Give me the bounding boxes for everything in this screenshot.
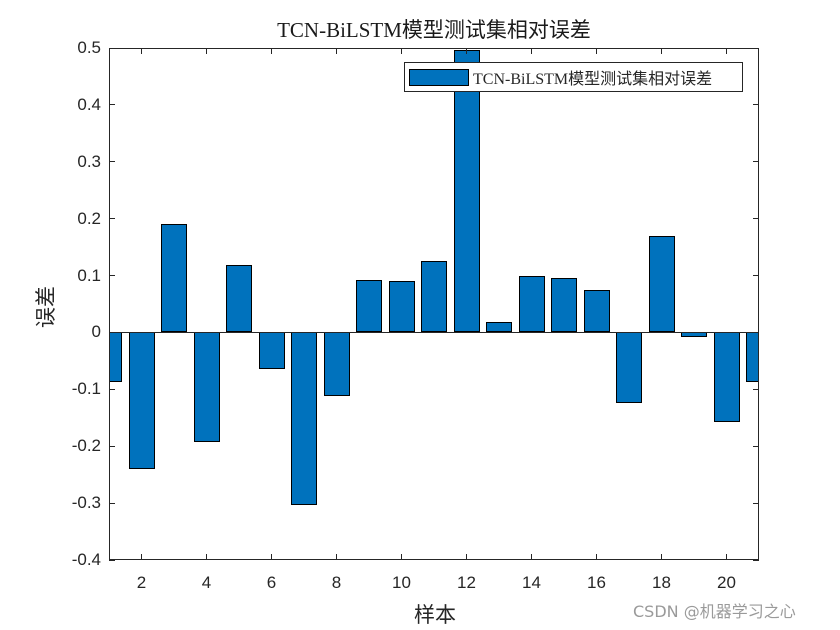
bar-sample-4 xyxy=(193,332,220,443)
y-tick-mark-right xyxy=(753,218,759,220)
chart-title: TCN-BiLSTM模型测试集相对误差 xyxy=(277,18,591,42)
x-axis-label: 样本 xyxy=(414,603,456,627)
x-tick-mark-top xyxy=(206,48,207,54)
y-tick-mark xyxy=(109,161,115,163)
x-tick-label: 16 xyxy=(587,573,606,592)
bar-sample-18 xyxy=(648,235,675,333)
bar-sample-20 xyxy=(713,332,740,422)
x-tick-mark xyxy=(271,554,272,560)
x-tick-mark xyxy=(206,554,207,560)
y-tick-label: 0.4 xyxy=(77,94,101,114)
y-tick-mark xyxy=(109,559,115,561)
x-tick-mark-top xyxy=(531,48,532,54)
y-tick-label: 0.2 xyxy=(77,208,101,228)
y-tick-mark xyxy=(109,502,115,504)
plot-area xyxy=(109,48,759,560)
bar-sample-6 xyxy=(258,332,285,369)
y-tick-mark xyxy=(109,388,115,390)
y-tick-label: -0.3 xyxy=(71,493,101,513)
y-tick-label: -0.2 xyxy=(71,436,101,456)
x-tick-mark xyxy=(141,554,142,560)
x-tick-mark xyxy=(336,554,337,560)
bar-sample-15 xyxy=(551,278,577,333)
x-tick-mark-top xyxy=(336,48,337,54)
y-tick-mark xyxy=(109,331,115,333)
y-tick-mark-right xyxy=(753,331,759,333)
y-tick-label: 0.1 xyxy=(77,265,101,285)
x-tick-mark-top xyxy=(401,48,402,54)
y-tick-mark-right xyxy=(753,388,759,390)
bar-sample-1 xyxy=(109,332,122,383)
y-tick-mark-right xyxy=(753,47,759,49)
y-tick-mark-right xyxy=(753,104,759,106)
bar-sample-21 xyxy=(746,332,759,383)
bar-sample-8 xyxy=(323,332,350,397)
x-tick-mark xyxy=(661,554,662,560)
bar-sample-7 xyxy=(291,332,317,506)
y-tick-label: 0 xyxy=(91,322,101,342)
bar-sample-2 xyxy=(128,332,155,469)
y-tick-label: -0.1 xyxy=(71,379,101,399)
bar-sample-13 xyxy=(486,321,512,333)
x-tick-mark xyxy=(401,554,402,560)
x-tick-label: 14 xyxy=(522,573,541,592)
x-tick-mark xyxy=(596,554,597,560)
x-tick-label: 8 xyxy=(331,573,342,592)
x-tick-label: 2 xyxy=(136,573,147,592)
y-tick-label: 0.3 xyxy=(77,151,101,171)
watermark: CSDN @机器学习之心 xyxy=(633,602,796,621)
legend-swatch xyxy=(409,68,469,86)
y-tick-mark xyxy=(109,104,115,106)
x-tick-mark-top xyxy=(141,48,142,54)
bar-sample-12 xyxy=(453,50,480,333)
zero-baseline xyxy=(109,331,759,333)
bar-sample-17 xyxy=(616,332,642,403)
x-tick-label: 4 xyxy=(201,573,212,592)
bar-sample-11 xyxy=(421,260,447,333)
bar-sample-14 xyxy=(518,275,545,333)
bar-sample-10 xyxy=(388,280,415,333)
legend[interactable]: TCN-BiLSTM模型测试集相对误差 xyxy=(404,62,743,92)
x-tick-mark xyxy=(531,554,532,560)
y-tick-mark xyxy=(109,47,115,49)
y-tick-mark-right xyxy=(753,559,759,561)
y-tick-mark-right xyxy=(753,502,759,504)
bar-sample-3 xyxy=(161,223,187,333)
x-tick-mark-top xyxy=(271,48,272,54)
bar-sample-9 xyxy=(356,279,382,333)
x-tick-label: 20 xyxy=(717,573,736,592)
bar-sample-16 xyxy=(583,290,610,333)
x-tick-label: 18 xyxy=(652,573,671,592)
y-tick-mark-right xyxy=(753,275,759,277)
y-tick-mark-right xyxy=(753,445,759,447)
y-tick-mark xyxy=(109,218,115,220)
x-tick-label: 6 xyxy=(266,573,277,592)
legend-label: TCN-BiLSTM模型测试集相对误差 xyxy=(473,71,713,88)
x-tick-mark-top xyxy=(596,48,597,54)
x-tick-mark-top xyxy=(466,48,467,54)
x-tick-mark-top xyxy=(661,48,662,54)
y-axis-label: 误差 xyxy=(34,286,58,328)
x-tick-label: 12 xyxy=(457,573,476,592)
y-tick-mark xyxy=(109,445,115,447)
x-tick-mark xyxy=(726,554,727,560)
x-tick-label: 10 xyxy=(392,573,411,592)
x-tick-mark xyxy=(466,554,467,560)
y-tick-mark xyxy=(109,275,115,277)
x-tick-mark-top xyxy=(726,48,727,54)
bar-sample-5 xyxy=(226,265,252,333)
y-tick-label: 0.5 xyxy=(77,38,101,57)
bar-sample-19 xyxy=(681,332,707,337)
y-tick-label: -0.4 xyxy=(71,550,101,569)
y-tick-mark-right xyxy=(753,161,759,163)
